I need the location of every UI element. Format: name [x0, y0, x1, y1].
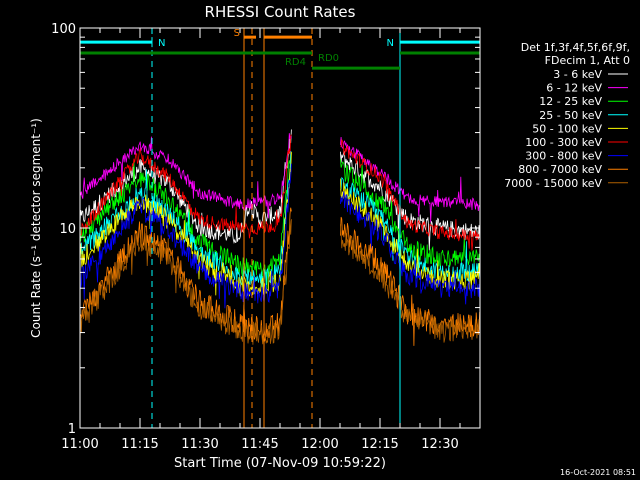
annotation-label: RD4: [285, 57, 306, 68]
x-tick-label: 12:15: [361, 437, 398, 452]
legend-entry-label: 3 - 6 keV: [553, 68, 602, 81]
x-tick-label: 11:00: [61, 437, 98, 452]
chart-title: RHESSI Count Rates: [205, 3, 356, 21]
legend-entry-label: 7000 - 15000 keV: [504, 177, 602, 190]
axis-layer: 1 10 100 11:00 11:15 11:30 11:45 12:00 12:15 12:3…: [51, 22, 480, 452]
legend-entry-label: 12 - 25 keV: [539, 95, 602, 108]
y-tick-label: 10: [59, 222, 76, 237]
x-tick-label: 11:15: [121, 437, 158, 452]
series-line: [79, 133, 480, 223]
annotation-label: RD0: [318, 53, 339, 64]
legend-entry-label: 100 - 300 keV: [525, 136, 602, 149]
annotation-label: N: [387, 38, 394, 49]
legend-entry-label: 800 - 7000 keV: [518, 163, 602, 176]
series-line: [79, 219, 481, 347]
x-tick-label: 11:45: [241, 437, 278, 452]
legend: Det 1f,3f,4f,5f,6f,9f,FDecim 1, Att 03 -…: [504, 41, 630, 190]
x-axis-label: Start Time (07-Nov-09 10:59:22): [174, 456, 386, 471]
legend-entry-label: 300 - 800 keV: [525, 150, 602, 163]
annotation-label: S: [234, 28, 240, 39]
x-tick-label: 12:00: [301, 437, 338, 452]
legend-header: Det 1f,3f,4f,5f,6f,9f,: [521, 41, 630, 54]
legend-entry-label: 6 - 12 keV: [546, 82, 602, 95]
x-tick-label: 12:30: [421, 437, 458, 452]
series-line: [79, 152, 481, 297]
y-axis-label: Count Rate (s⁻¹ detector segment⁻¹): [29, 118, 43, 338]
legend-entry-label: 25 - 50 keV: [539, 109, 602, 122]
y-tick-label: 1: [68, 422, 76, 437]
legend-header: FDecim 1, Att 0: [545, 54, 630, 67]
legend-entry-label: 50 - 100 keV: [532, 122, 602, 135]
data-layer: [79, 129, 481, 347]
x-tick-label: 11:30: [181, 437, 218, 452]
series-line: [79, 163, 481, 309]
timestamp: 16-Oct-2021 08:51: [560, 468, 636, 477]
annotation-label: N: [158, 38, 165, 49]
y-tick-label: 100: [51, 22, 76, 37]
series-line: [79, 134, 481, 251]
